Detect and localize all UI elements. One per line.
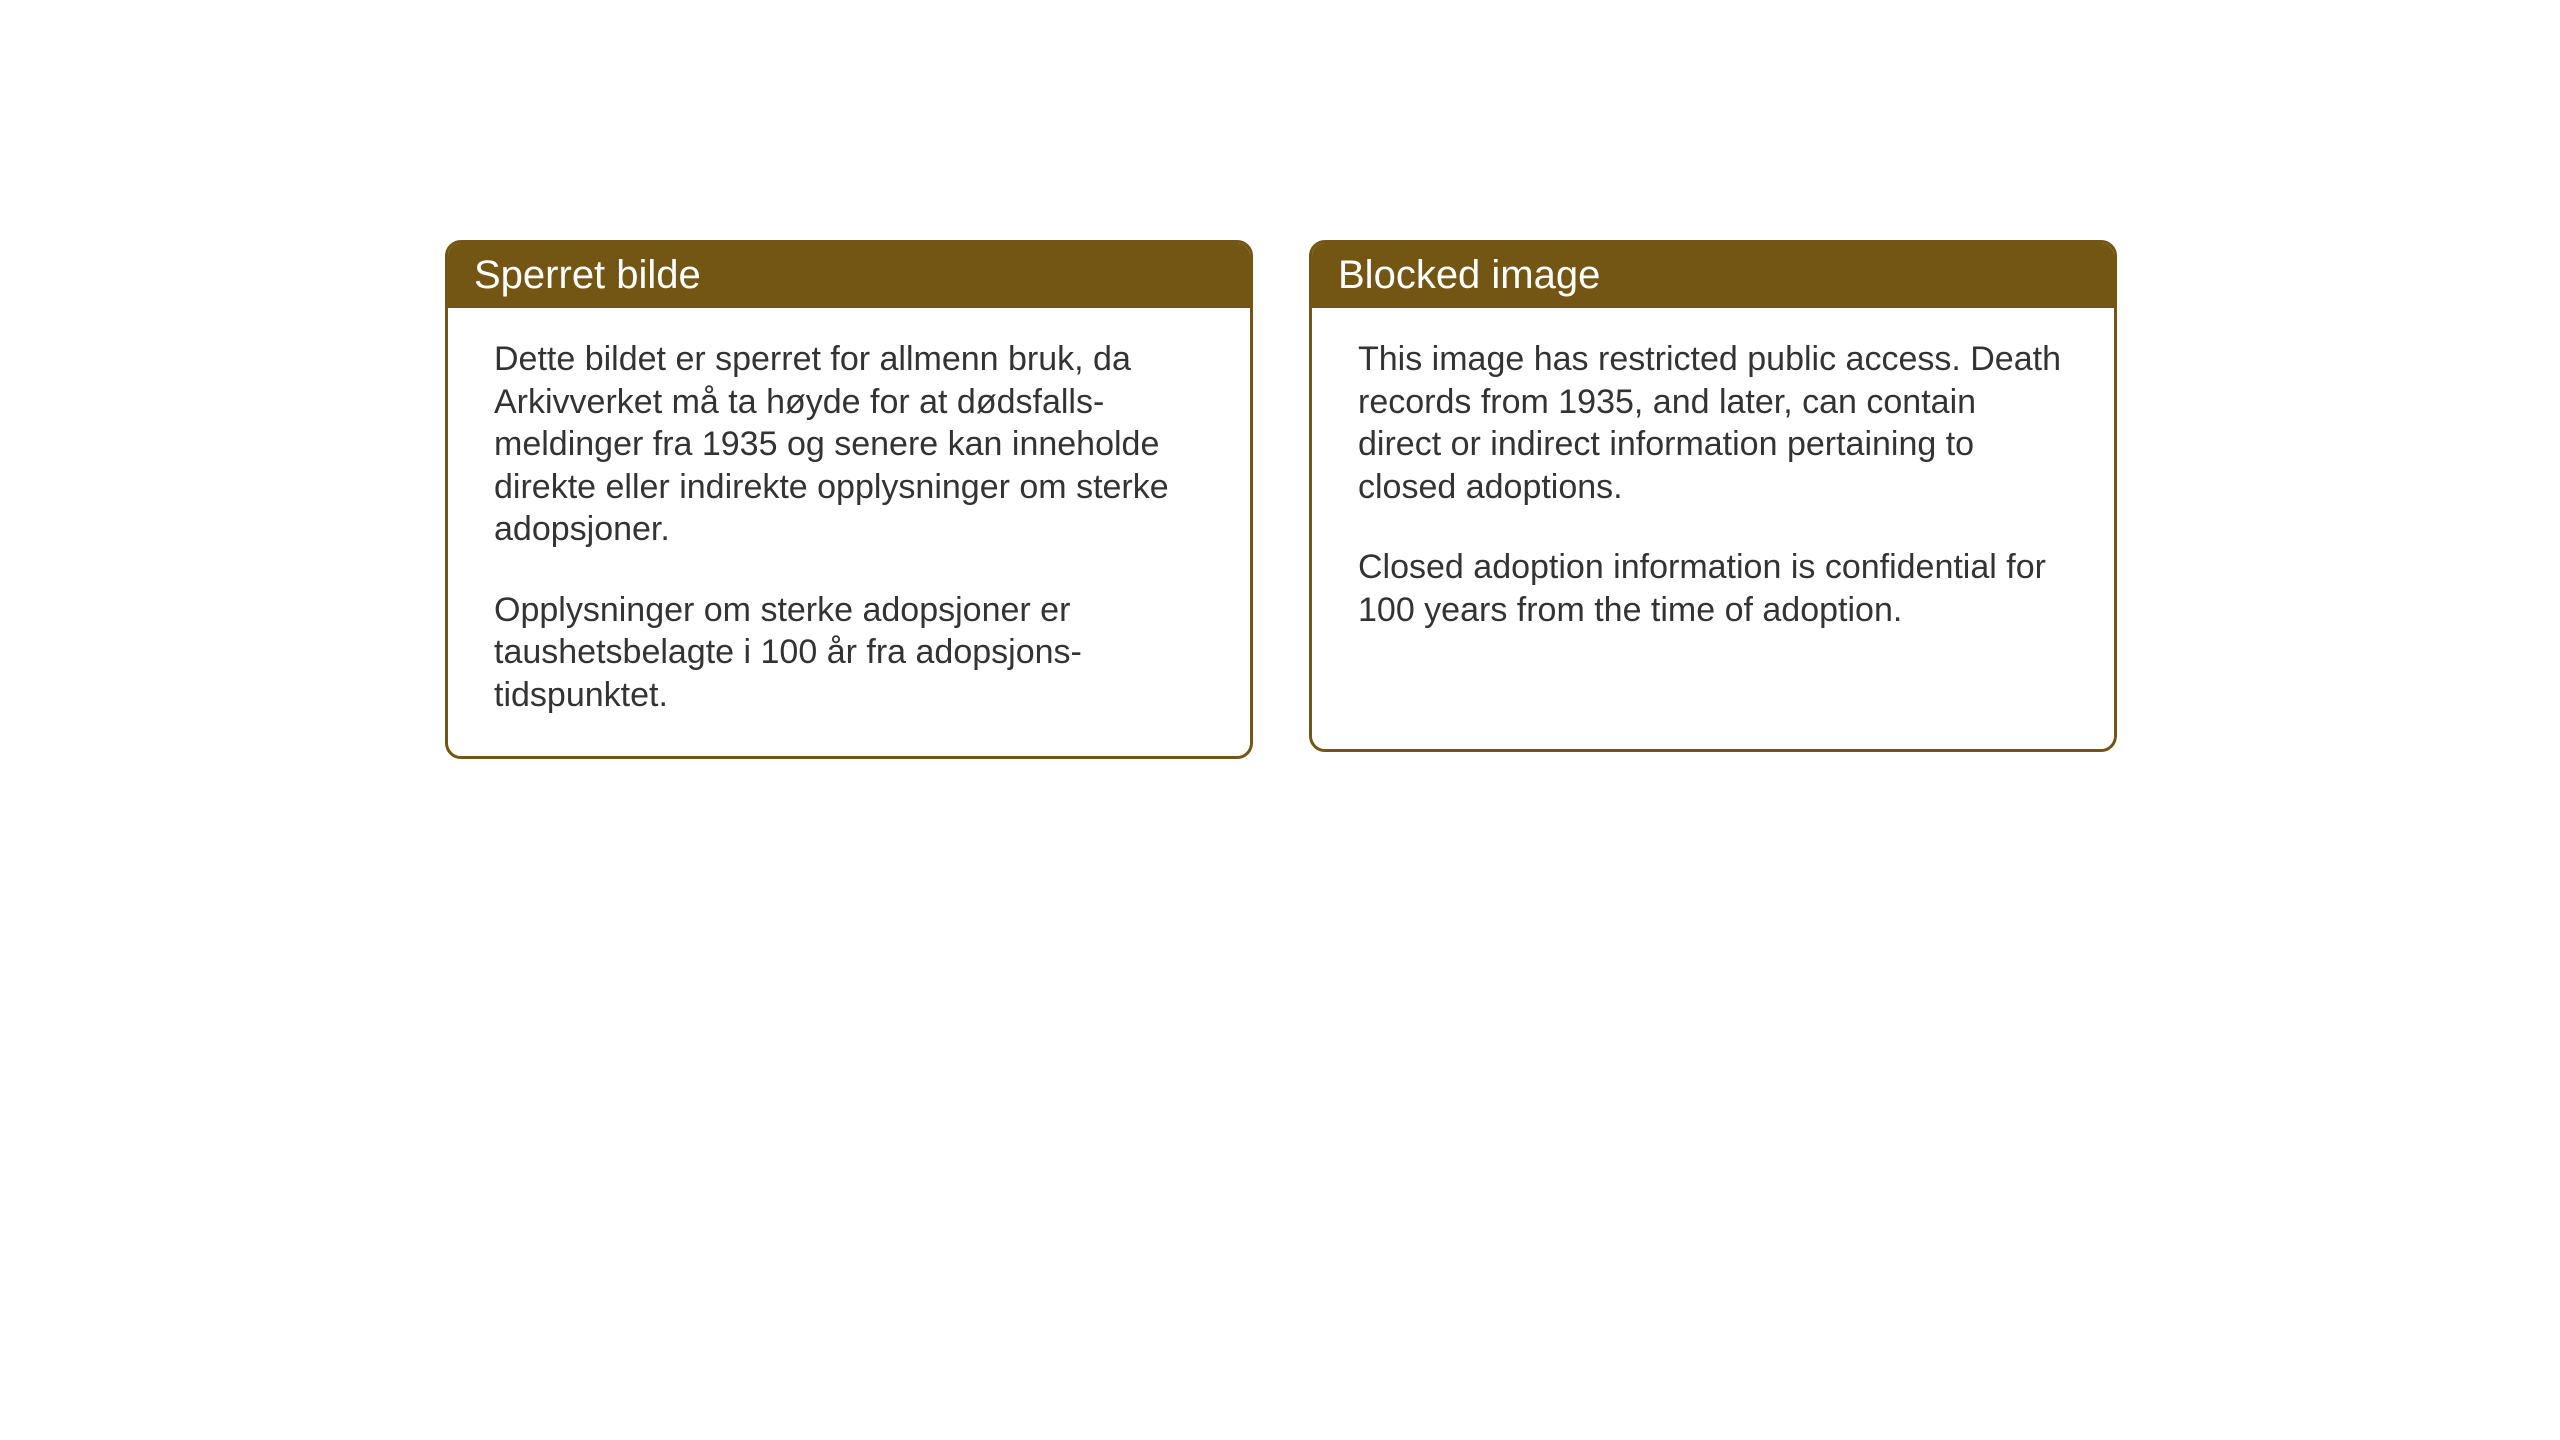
english-card: Blocked image This image has restricted … xyxy=(1309,240,2117,752)
english-paragraph-1: This image has restricted public access.… xyxy=(1358,338,2068,508)
norwegian-card: Sperret bilde Dette bildet er sperret fo… xyxy=(445,240,1253,759)
norwegian-paragraph-1: Dette bildet er sperret for allmenn bruk… xyxy=(494,338,1204,551)
english-card-title: Blocked image xyxy=(1312,243,2114,308)
norwegian-card-body: Dette bildet er sperret for allmenn bruk… xyxy=(448,308,1250,756)
cards-container: Sperret bilde Dette bildet er sperret fo… xyxy=(445,240,2117,759)
english-paragraph-2: Closed adoption information is confident… xyxy=(1358,546,2068,631)
english-card-body: This image has restricted public access.… xyxy=(1312,308,2114,671)
norwegian-card-title: Sperret bilde xyxy=(448,243,1250,308)
norwegian-paragraph-2: Opplysninger om sterke adopsjoner er tau… xyxy=(494,589,1204,717)
